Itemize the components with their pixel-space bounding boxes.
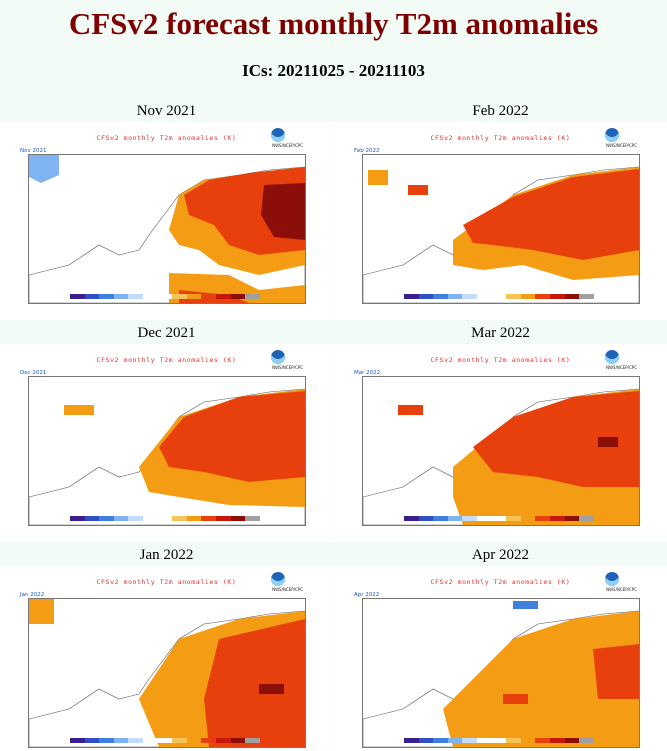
anomaly-region-red xyxy=(593,644,639,699)
map-panel: CFSv2 monthly T2m anomalies (K) NWS/NCEP… xyxy=(334,344,667,542)
panel-month-label: Jan 2022 xyxy=(20,592,45,598)
anomaly-region-darkred xyxy=(598,437,618,447)
panel-title: Nov 2021 xyxy=(136,103,197,119)
anomaly-region-red xyxy=(473,391,639,487)
panel-title: Mar 2022 xyxy=(471,325,530,341)
panel-month-label: Dec 2021 xyxy=(20,370,47,376)
noaa-logo-icon xyxy=(271,350,285,364)
anomaly-map xyxy=(362,376,640,526)
map-panel: CFSv2 monthly T2m anomalies (K) NWS/NCEP… xyxy=(334,566,667,751)
noaa-logo-icon xyxy=(605,350,619,364)
anomaly-region-iceland xyxy=(29,599,54,624)
forecast-panel-nov-2021: Nov 2021 CFSv2 monthly T2m anomalies (K)… xyxy=(0,100,333,320)
panel-credit: NWS/NCEP/CPC xyxy=(272,587,303,592)
panel-header: CFSv2 monthly T2m anomalies (K) xyxy=(430,578,571,586)
forecast-panel-dec-2021: Dec 2021 CFSv2 monthly T2m anomalies (K)… xyxy=(0,322,333,542)
panel-header: CFSv2 monthly T2m anomalies (K) xyxy=(430,134,571,142)
colorbar xyxy=(404,294,594,299)
panel-month-label: Mar 2022 xyxy=(354,370,381,376)
panel-title: Jan 2022 xyxy=(139,547,194,563)
noaa-logo-icon xyxy=(271,128,285,142)
anomaly-region-red xyxy=(463,169,639,260)
anomaly-map xyxy=(28,376,306,526)
panel-header: CFSv2 monthly T2m anomalies (K) xyxy=(96,134,237,142)
forecast-panel-feb-2022: Feb 2022 CFSv2 monthly T2m anomalies (K)… xyxy=(334,100,667,320)
panel-header: CFSv2 monthly T2m anomalies (K) xyxy=(430,356,571,364)
noaa-logo-icon xyxy=(605,572,619,586)
colorbar xyxy=(404,738,594,743)
anomaly-region-blue xyxy=(29,155,59,183)
colorbar xyxy=(70,294,260,299)
colorbar xyxy=(70,516,260,521)
map-panel: CFSv2 monthly T2m anomalies (K) NWS/NCEP… xyxy=(0,344,333,542)
page-title: CFSv2 forecast monthly T2m anomalies xyxy=(68,6,599,41)
map-panel: CFSv2 monthly T2m anomalies (K) NWS/NCEP… xyxy=(0,566,333,751)
panel-title: Dec 2021 xyxy=(137,325,196,341)
page-subtitle: ICs: 20211025 - 20211103 xyxy=(242,61,425,80)
panel-title: Apr 2022 xyxy=(471,547,530,563)
anomaly-map xyxy=(362,598,640,748)
anomaly-region-darkred xyxy=(261,183,305,240)
panel-header: CFSv2 monthly T2m anomalies (K) xyxy=(96,356,237,364)
map-panel: CFSv2 monthly T2m anomalies (K) NWS/NCEP… xyxy=(334,122,667,320)
anomaly-region-small xyxy=(368,170,388,185)
anomaly-region-red-south xyxy=(503,694,528,704)
anomaly-region-iceland xyxy=(408,185,428,195)
colorbar xyxy=(70,738,260,743)
forecast-panel-apr-2022: Apr 2022 CFSv2 monthly T2m anomalies (K)… xyxy=(334,544,667,751)
anomaly-region-darkred xyxy=(259,684,284,694)
panel-credit: NWS/NCEP/CPC xyxy=(272,365,303,370)
panel-credit: NWS/NCEP/CPC xyxy=(606,365,637,370)
forecast-panel-jan-2022: Jan 2022 CFSv2 monthly T2m anomalies (K)… xyxy=(0,544,333,751)
panel-month-label: Apr 2022 xyxy=(354,592,380,598)
panel-credit: NWS/NCEP/CPC xyxy=(606,587,637,592)
anomaly-map xyxy=(28,598,306,748)
panel-credit: NWS/NCEP/CPC xyxy=(272,143,303,148)
panel-header: CFSv2 monthly T2m anomalies (K) xyxy=(96,578,237,586)
anomaly-region-iceland xyxy=(64,405,94,415)
forecast-panel-mar-2022: Mar 2022 CFSv2 monthly T2m anomalies (K)… xyxy=(334,322,667,542)
anomaly-map xyxy=(362,154,640,304)
panel-title: Feb 2022 xyxy=(472,103,529,119)
anomaly-region-iceland xyxy=(398,405,423,415)
panel-month-label: Feb 2022 xyxy=(354,148,380,154)
anomaly-region-orange xyxy=(443,611,639,747)
anomaly-region-red xyxy=(204,619,305,747)
map-panel: CFSv2 monthly T2m anomalies (K) NWS/NCEP… xyxy=(0,122,333,320)
anomaly-map xyxy=(28,154,306,304)
noaa-logo-icon xyxy=(271,572,285,586)
panel-credit: NWS/NCEP/CPC xyxy=(606,143,637,148)
anomaly-region-red xyxy=(159,391,305,482)
panel-month-label: Nov 2021 xyxy=(20,148,47,154)
colorbar xyxy=(404,516,594,521)
anomaly-region-blue xyxy=(513,601,538,609)
noaa-logo-icon xyxy=(605,128,619,142)
